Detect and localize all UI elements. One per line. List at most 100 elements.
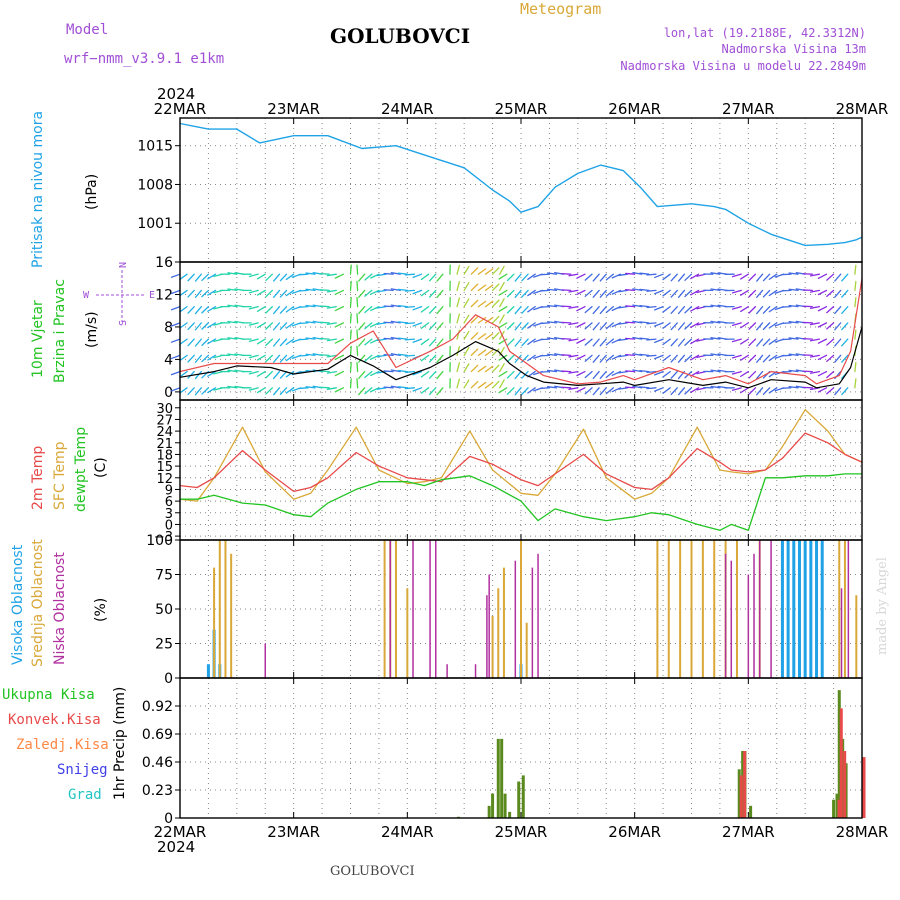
wind-barb [170, 273, 181, 278]
wind-barb [670, 354, 678, 363]
wind-barb [584, 338, 593, 346]
wind-barb [662, 322, 671, 329]
wind-barb [670, 305, 678, 314]
wind-barb [514, 387, 522, 396]
wind-barb [646, 305, 657, 309]
wind-barb [592, 370, 600, 380]
compass-s: S [118, 320, 129, 326]
wind-ylabel-sub: Brzina i Pravac [52, 279, 68, 383]
wind-barb [298, 387, 309, 390]
wind-barb [576, 354, 586, 361]
wind-barb [605, 370, 615, 378]
wind-barb [383, 289, 394, 292]
wind-barb [334, 273, 345, 279]
wind-barb [470, 380, 479, 389]
wind-barb [298, 305, 309, 308]
wind-barb [632, 320, 643, 324]
page-title: GOLUBOVCI [330, 24, 470, 48]
x-tick-label-bottom: 24MAR [381, 823, 434, 841]
wind-barb [279, 273, 288, 282]
wind-barb [456, 264, 461, 275]
wind-barb [265, 370, 274, 379]
wind-barb [731, 273, 742, 278]
wind-barb [498, 338, 508, 345]
wind-barb [546, 337, 558, 340]
legend-conv-precip: Konvek.Kisa [8, 712, 101, 728]
wind-barb [420, 370, 430, 378]
wind-barb [279, 370, 288, 379]
wind-barb [498, 289, 508, 296]
wind-barb [639, 386, 650, 389]
wind-barb [834, 305, 842, 315]
wind-barb [412, 370, 423, 376]
wind-barb [170, 387, 181, 392]
wind-barb [305, 304, 316, 308]
y-tick-label: 0.23 [142, 783, 173, 799]
wind-barb [710, 337, 721, 340]
legend-snow: Snijeg [57, 762, 108, 778]
wind-barb [684, 273, 693, 281]
wind-barb [599, 370, 607, 379]
wind-barb [187, 338, 195, 347]
wind-barb [521, 289, 529, 298]
temp2m-ylabel: 2m Temp [30, 446, 46, 510]
wind-barb [561, 337, 572, 340]
wind-barb [684, 305, 693, 314]
year-top: 2024 [157, 85, 195, 103]
wind-barb [568, 273, 579, 277]
wind-barb [662, 289, 671, 297]
wind-barb [436, 289, 444, 298]
wind-speed-line [179, 326, 863, 389]
wind-barb [412, 289, 423, 295]
wind-barb [625, 386, 636, 389]
wind-barb [265, 305, 274, 314]
wind-barb [383, 305, 394, 308]
temp2m-line [179, 432, 863, 493]
wind-barb [305, 321, 316, 324]
wind-barb [618, 305, 629, 309]
y-tick-label: 100 [146, 533, 173, 549]
wind-barb [498, 354, 508, 361]
wind-barb [349, 297, 352, 308]
wind-barb [539, 338, 551, 341]
wind-barb [684, 322, 693, 330]
x-tick-label-bottom: 27MAR [722, 823, 775, 841]
wind-barb [279, 387, 288, 396]
wind-barb [334, 305, 345, 312]
wind-barb [710, 353, 721, 357]
panel-frame [179, 117, 863, 263]
wind-barb [428, 322, 437, 331]
wind-barb [748, 370, 757, 379]
y-tick-label: 0 [164, 671, 173, 687]
wind-barb [768, 273, 778, 280]
wind-barb [514, 289, 522, 298]
wind-barb [499, 379, 505, 389]
wind-barb [273, 289, 281, 298]
wind-barb [463, 330, 470, 340]
wind-barb [201, 305, 210, 314]
wind-barb [499, 281, 505, 292]
y-tick-label: 27 [156, 413, 173, 428]
wind-barb [194, 273, 202, 282]
wind-barb [568, 338, 579, 342]
wind-barb [248, 273, 259, 278]
wind-barb [420, 387, 430, 394]
wind-barb [404, 370, 416, 373]
wind-barb [484, 349, 494, 357]
wind-barb [248, 387, 259, 391]
wind-barb [710, 320, 721, 324]
wind-barb [285, 289, 295, 297]
wind-barb [390, 385, 401, 389]
wind-barb [646, 273, 657, 276]
legend-total-precip: Ukupna Kisa [2, 687, 95, 703]
wind-barb [319, 370, 330, 373]
wind-barb [514, 354, 522, 363]
wind-barb [834, 289, 842, 298]
high-cloud-ylabel: Visoka Oblacnost [10, 544, 26, 665]
wind-barb [248, 338, 259, 343]
wind-barb [376, 354, 387, 358]
wind-barb [568, 305, 579, 309]
wind-barb [170, 322, 181, 327]
wind-barb [477, 349, 487, 357]
